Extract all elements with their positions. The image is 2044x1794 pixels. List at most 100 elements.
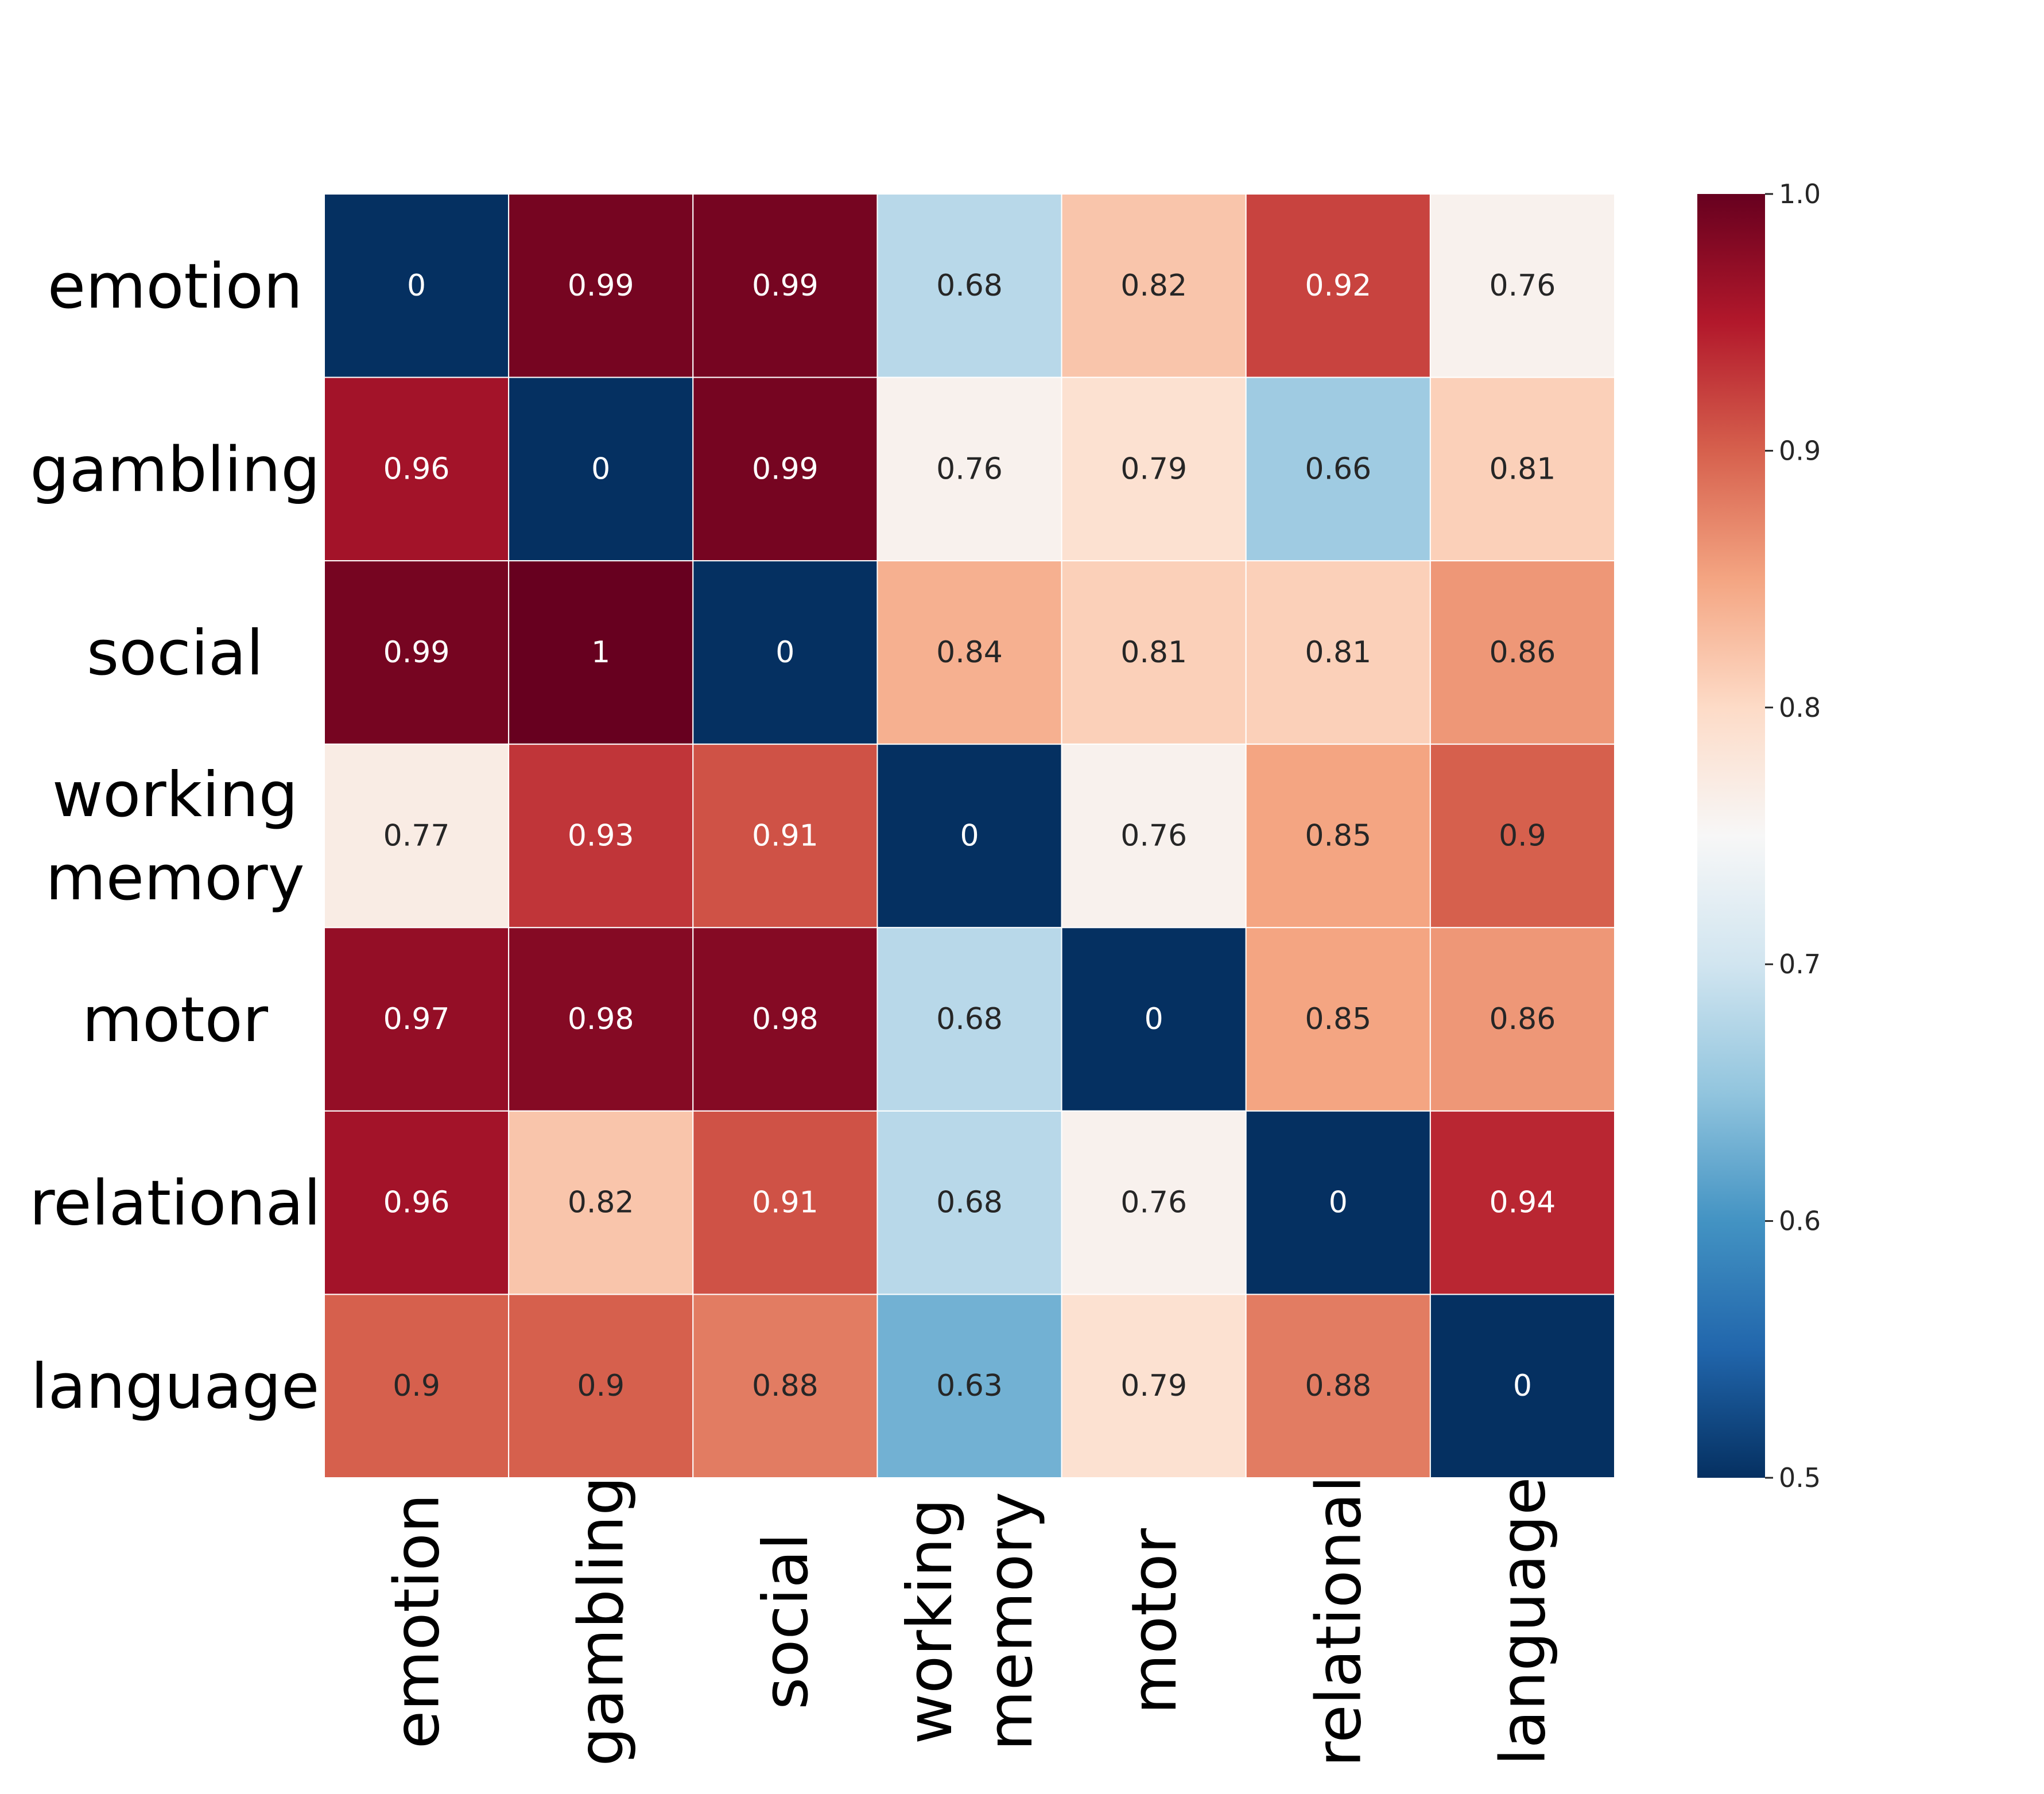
cell-value-label: 0 [1513, 1369, 1532, 1403]
heatmap-cell [1429, 1294, 1616, 1478]
column-label: language [1487, 1477, 1559, 1766]
cell-value-label: 0.86 [1490, 635, 1556, 670]
heatmap-cell [876, 560, 1062, 745]
heatmap-cell [1061, 1294, 1247, 1478]
cell-value-label: 0.91 [752, 1186, 819, 1220]
cell-value-label: 0 [1145, 1002, 1163, 1036]
cell-value-label: 0.86 [1490, 1002, 1556, 1036]
cell-value-label: 0.84 [936, 635, 1003, 670]
heatmap-cell [508, 743, 694, 929]
column-label: working memory [894, 1492, 1046, 1750]
cell-value-label: 0.77 [383, 819, 450, 853]
cell-value-label: 0.92 [1305, 269, 1371, 303]
cell-value-label: 0.76 [1120, 1186, 1187, 1220]
cell-value-label: 0.76 [1490, 269, 1556, 303]
heatmap-cell [692, 927, 878, 1112]
heatmap-cell [1429, 193, 1616, 378]
cell-value-label: 0.81 [1490, 452, 1556, 486]
column-label: emotion [382, 1494, 453, 1749]
heatmap-cell [324, 1110, 510, 1295]
cell-value-label: 0 [407, 269, 426, 303]
heatmap-cell [324, 1294, 510, 1478]
cell-value-label: 0.99 [752, 269, 819, 303]
cell-value-label: 0.99 [752, 452, 819, 486]
heatmap-cell [324, 743, 510, 929]
heatmap-cell [1061, 743, 1247, 929]
heatmap-cell [876, 1110, 1062, 1295]
cell-value-label: 0 [775, 635, 794, 670]
cell-value-label: 0.88 [752, 1369, 819, 1403]
column-labels: emotion gambling social working memory motor r… [382, 1475, 1560, 1767]
cell-value-label: 0.66 [1305, 452, 1371, 486]
heatmap-cell [692, 1294, 878, 1478]
cell-value-label: 0.98 [752, 1002, 819, 1036]
cell-value-label: 0.93 [568, 819, 634, 853]
colorbar-tick-label: 0.5 [1779, 1462, 1821, 1493]
heatmap-cell [324, 193, 510, 378]
heatmap-cell [1429, 743, 1616, 929]
heatmap-cell [692, 560, 878, 745]
colorbar-ticks: 0.5 0.6 0.7 0.8 0.9 1.0 [1765, 178, 1821, 1493]
heatmap-cell [876, 743, 1062, 929]
heatmap-cell [1245, 743, 1431, 929]
heatmap-cell [1245, 376, 1431, 562]
column-label: motor [1119, 1528, 1190, 1714]
colorbar-tick-label: 0.6 [1779, 1206, 1821, 1237]
cell-value-label: 0.99 [568, 269, 634, 303]
cell-value-label: 0.88 [1305, 1369, 1371, 1403]
heatmap-cell [1429, 1110, 1616, 1295]
cell-value-label: 0.94 [1490, 1186, 1556, 1220]
cell-value-label: 0.91 [752, 819, 819, 853]
cell-value-label: 0.81 [1120, 635, 1187, 670]
cell-value-label: 0.63 [936, 1369, 1003, 1403]
cell-value-label: 0.85 [1305, 1002, 1371, 1036]
cell-value-label: 0.68 [936, 1186, 1003, 1220]
colorbar-tick-label: 1.0 [1779, 178, 1821, 209]
heatmap-cell [1245, 927, 1431, 1112]
row-label: motor [82, 984, 269, 1056]
heatmap-cells [324, 193, 1616, 1478]
heatmap-cell [692, 1110, 878, 1295]
cell-value-label: 0.81 [1305, 635, 1371, 670]
column-label: gambling [566, 1476, 638, 1766]
cell-value-label: 0.76 [1120, 819, 1187, 853]
heatmap-cell [692, 376, 878, 562]
heatmap-cell [876, 193, 1062, 378]
heatmap-cell [1429, 927, 1616, 1112]
colorbar-gradient [1697, 194, 1765, 1478]
row-label: emotion [48, 251, 303, 323]
heatmap-cell [1061, 193, 1247, 378]
heatmap-cell [1245, 560, 1431, 745]
colorbar-tick-label: 0.9 [1779, 435, 1821, 466]
row-label: working memory [45, 759, 304, 914]
cell-value-label: 0.9 [1499, 819, 1546, 853]
heatmap-cell [692, 193, 878, 378]
cell-value-label: 0.68 [936, 1002, 1003, 1036]
cell-value-label: 0.99 [383, 635, 450, 670]
row-label: relational [29, 1168, 321, 1240]
column-label: relational [1303, 1475, 1375, 1767]
cell-value-label: 0.79 [1120, 1369, 1187, 1403]
cell-value-label: 0.82 [568, 1186, 634, 1220]
cell-value-label: 0.97 [383, 1002, 450, 1036]
heatmap-cell [1245, 1294, 1431, 1478]
cell-value-label: 0.85 [1305, 819, 1371, 853]
heatmap-cell [508, 560, 694, 745]
cell-value-label: 0.98 [568, 1002, 634, 1036]
cell-value-label: 0.9 [577, 1369, 625, 1403]
heatmap-cell [1429, 560, 1616, 745]
heatmap-cell [1061, 1110, 1247, 1295]
heatmap-cell [1061, 376, 1247, 562]
cell-value-label: 0 [591, 452, 610, 486]
heatmap-cell [324, 927, 510, 1112]
heatmap-cell [508, 1110, 694, 1295]
cell-value-label: 0.82 [1120, 269, 1187, 303]
heatmap-cell [876, 1294, 1062, 1478]
heatmap-cell [324, 560, 510, 745]
row-label: gambling [30, 434, 320, 506]
heatmap-cell-labels: 0 0.99 0.99 0.68 0.82 0.92 0.76 0.96 0 0.99 0.76 0.… [383, 269, 1556, 1403]
colorbar-tick-label: 0.8 [1779, 692, 1821, 723]
column-label: social [750, 1533, 822, 1710]
